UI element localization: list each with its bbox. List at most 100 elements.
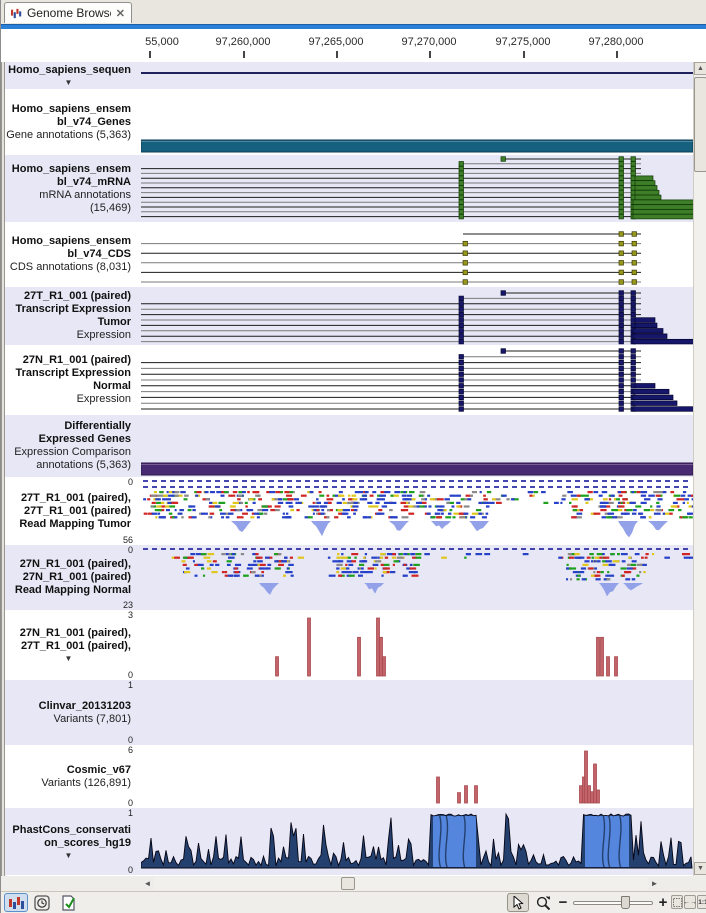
track-label-phastcons[interactable]: 1 PhastCons_conservati on_scores_hg19 ▼ 0 [6, 808, 137, 875]
track-label-deg[interactable]: Differentially Expressed Genes Expression … [6, 415, 137, 477]
tab-genome-browser[interactable]: Genome Browse... ✕ [4, 2, 132, 23]
track-data-variant-compare[interactable] [141, 610, 693, 680]
scroll-up-button[interactable]: ▲ [694, 62, 706, 75]
track-label-cds[interactable]: Homo_sapiens_ensem bl_v74_CDS CDS annotati… [6, 222, 137, 287]
track-label-te-normal[interactable]: 27N_R1_001 (paired) Transcript Expression… [6, 345, 137, 415]
track-data-deg[interactable] [141, 415, 693, 477]
track-subtitle: CDS annotations (8,031) [9, 261, 131, 273]
track-data-te-tumor[interactable] [141, 287, 693, 345]
fit-width-button[interactable] [671, 895, 683, 909]
track-name: Homo_sapiens_ensem [11, 162, 131, 175]
track-options-arrow-icon[interactable]: ▼ [64, 850, 73, 860]
track-name: 27T_R1_001 (paired) [24, 504, 131, 517]
coordinate-ruler[interactable]: 55,000 97,260,000 97,265,000 97,270,000 97,2… [1, 29, 706, 62]
track-name: Normal [93, 380, 131, 392]
track-subtitle: Expression [76, 329, 131, 341]
track-subtitle: Variants (7,801) [53, 712, 131, 725]
track-subtitle: Variants (126,891) [41, 776, 131, 789]
zoom-slider-thumb[interactable] [621, 896, 630, 909]
ruler-label: 97,265,000 [308, 36, 364, 48]
track-label-clinvar[interactable]: 1 Clinvar_20131203 Variants (7,801) 0 [6, 680, 137, 745]
track-name: bl_v74_mRNA [57, 175, 131, 188]
scroll-down-button[interactable]: ▼ [694, 862, 706, 875]
scroll-down-icon: ▼ [697, 865, 704, 872]
track-data-te-normal[interactable] [141, 345, 693, 415]
ruler-label: 97,275,000 [495, 36, 551, 48]
track-data-mrna[interactable] [141, 155, 693, 222]
track-data-genes[interactable] [141, 89, 693, 155]
track-cosmic: 6 Cosmic_v67 Variants (126,891) 0 [1, 745, 693, 808]
track-phastcons: 1 PhastCons_conservati on_scores_hg19 ▼ 0 [1, 808, 693, 875]
ruler-label: 97,270,000 [401, 36, 457, 48]
track-name: Homo_sapiens_ensem [11, 102, 131, 115]
ruler-tick [243, 51, 245, 58]
vertical-scroll-thumb[interactable] [694, 77, 706, 172]
element-info-button[interactable] [56, 893, 80, 912]
scale-min-value: 0 [127, 735, 133, 745]
track-name: Cosmic_v67 [66, 763, 131, 776]
track-label-mrna[interactable]: Homo_sapiens_ensem bl_v74_mRNA mRNA annota… [6, 155, 137, 222]
tab-title: Genome Browse... [26, 6, 111, 20]
bottom-toolbar: − + ←→ 1:1 [1, 891, 706, 913]
zoom-magnifier-icon [536, 895, 550, 910]
history-icon [34, 894, 50, 911]
fit-width-icon [672, 897, 682, 907]
selection-mode-button[interactable] [507, 893, 529, 912]
zoom-mode-button[interactable] [531, 893, 555, 912]
zoom-out-button[interactable]: − [558, 894, 568, 911]
track-name: bl_v74_Genes [57, 115, 131, 128]
track-name: Read Mapping Normal [14, 584, 131, 596]
track-name: on_scores_hg19 [44, 836, 131, 849]
zoom-in-button[interactable]: + [658, 894, 668, 911]
track-data-cosmic[interactable] [141, 745, 693, 808]
scale-min-value: 0 [127, 798, 133, 808]
track-label-rm-normal[interactable]: 0 27N_R1_001 (paired), 27N_R1_001 (paired)… [6, 545, 137, 610]
vertical-scrollbar[interactable]: ▲ ▼ [693, 62, 706, 876]
track-deg: Differentially Expressed Genes Expression … [1, 415, 693, 477]
track-name: Clinvar_20131203 [38, 699, 131, 712]
label-panel-splitter[interactable] [1, 62, 5, 891]
track-list-view-button[interactable] [4, 893, 28, 912]
track-variant-compare: 3 27N_R1_001 (paired), 27T_R1_001 (paired)… [1, 610, 693, 680]
track-data-clinvar[interactable] [141, 680, 693, 745]
track-name: 27N_R1_001 (paired) [22, 354, 131, 366]
track-name: 27T_R1_001 (paired), [20, 491, 131, 504]
track-data-rm-tumor[interactable] [141, 477, 693, 545]
track-subtitle: (15,469) [90, 201, 131, 214]
ruler-label: 55,000 [145, 36, 179, 48]
track-label-te-tumor[interactable]: 27T_R1_001 (paired) Transcript Expression… [6, 287, 137, 345]
track-label-cosmic[interactable]: 6 Cosmic_v67 Variants (126,891) 0 [6, 745, 137, 808]
zoom-100-button[interactable]: 1:1 [697, 895, 706, 909]
horizontal-scrollbar[interactable]: ◄ ► [141, 877, 661, 890]
active-view-indicator [1, 24, 706, 29]
track-options-arrow-icon[interactable]: ▼ [64, 654, 73, 663]
track-label-rm-tumor[interactable]: 0 27T_R1_001 (paired), 27T_R1_001 (paired)… [6, 477, 137, 545]
history-view-button[interactable] [30, 893, 54, 912]
track-label-sequence[interactable]: Homo_sapiens_sequen ▼ [6, 62, 137, 89]
scroll-left-button[interactable]: ◄ [141, 877, 154, 890]
ruler-label: 97,280,000 [588, 36, 644, 48]
track-name: Transcript Expression [15, 367, 131, 379]
track-data-phastcons[interactable] [141, 808, 693, 875]
horizontal-scroll-thumb[interactable] [341, 877, 355, 890]
scroll-right-button[interactable]: ► [648, 877, 661, 890]
track-name: bl_v74_CDS [67, 248, 131, 260]
track-name: Tumor [97, 316, 131, 328]
scroll-right-icon: ► [650, 879, 659, 888]
track-options-arrow-icon[interactable]: ▼ [64, 78, 73, 87]
pan-view-button[interactable]: ←→ [683, 895, 697, 909]
scale-max-value: 3 [127, 610, 133, 620]
ruler-tick [149, 51, 151, 58]
track-data-sequence[interactable] [141, 62, 693, 89]
tab-close-icon[interactable]: ✕ [115, 7, 125, 20]
ruler-tick [336, 51, 338, 58]
zoom-slider-track[interactable] [573, 901, 653, 905]
track-data-cds[interactable] [141, 222, 693, 287]
track-label-variant-compare[interactable]: 3 27N_R1_001 (paired), 27T_R1_001 (paired)… [6, 610, 137, 680]
horizontal-scrollbar-row: ◄ ► [1, 876, 706, 891]
track-data-rm-normal[interactable] [141, 545, 693, 610]
scale-min-value: 56 [122, 535, 133, 545]
track-label-genes[interactable]: Homo_sapiens_ensem bl_v74_Genes Gene annot… [6, 89, 137, 155]
